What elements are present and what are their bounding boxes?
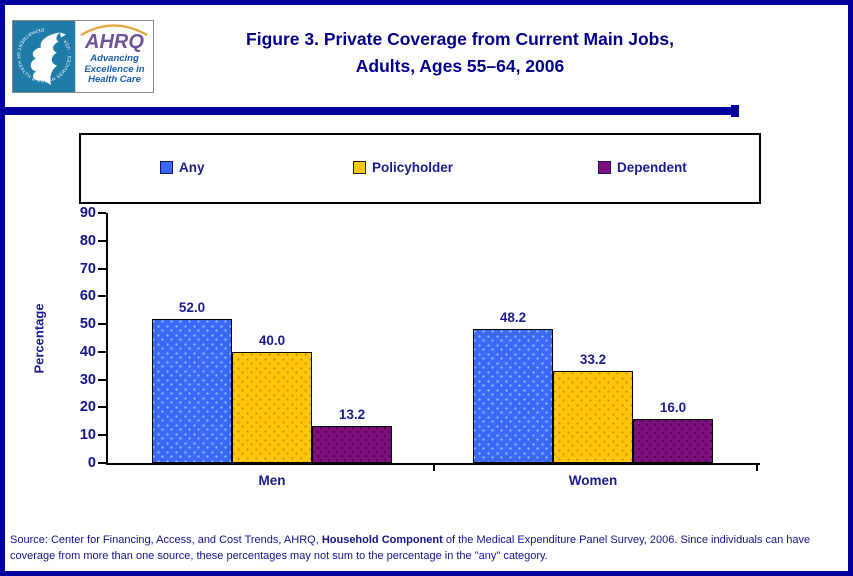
legend-swatch-policyholder <box>353 160 366 174</box>
legend-item-any: Any <box>160 156 205 178</box>
y-axis-title: Percentage <box>24 213 54 463</box>
category-label-men: Men <box>258 473 286 488</box>
y-tick <box>98 295 106 298</box>
y-tick <box>98 406 106 409</box>
ahrq-tagline-line1: Advancing <box>90 53 139 64</box>
category-label-women: Women <box>568 473 618 488</box>
hhs-seal: DEPARTMENT OF HEALTH & HUMAN SERVICES · … <box>13 21 76 92</box>
x-tick <box>433 463 435 471</box>
ahrq-wordmark: AHRQ <box>85 31 144 53</box>
ahrq-tagline-line3: Health Care <box>88 74 141 85</box>
y-tick <box>98 350 106 353</box>
y-tick <box>98 434 106 437</box>
bar-value-label: 40.0 <box>258 333 286 348</box>
source-line1-bold: Household Component <box>321 534 443 546</box>
legend-swatch-any <box>160 160 173 174</box>
y-tick-label: 90 <box>79 205 96 221</box>
legend-label-any: Any <box>179 159 205 175</box>
y-tick <box>98 239 106 242</box>
bar-value-label: 52.0 <box>178 300 206 315</box>
y-axis-title-text: Percentage <box>31 302 47 374</box>
legend-swatch-dependent <box>598 160 611 174</box>
bar-any-women <box>473 329 553 463</box>
source-note: Source: Center for Financing, Access, an… <box>10 533 844 564</box>
legend-item-dependent: Dependent <box>598 156 687 178</box>
y-tick <box>98 462 106 464</box>
y-tick-label: 80 <box>79 232 96 249</box>
y-tick <box>98 378 106 381</box>
bar-policyholder-women <box>553 371 633 463</box>
bar-value-label: 16.0 <box>659 400 687 415</box>
bar-value-label: 48.2 <box>499 310 527 325</box>
bar-any-men <box>152 319 232 463</box>
bar-policyholder-men <box>232 352 312 463</box>
header-divider-end-cap <box>731 105 739 117</box>
y-tick <box>98 323 106 326</box>
figure-title-line1: Figure 3. Private Coverage from Current … <box>246 29 674 49</box>
bar-value-label: 13.2 <box>338 407 366 422</box>
ahrq-tagline: Advancing Excellence in Health Care <box>76 53 153 86</box>
hhs-eagle-icon: DEPARTMENT OF HEALTH & HUMAN SERVICES · … <box>16 27 71 86</box>
bar-dependent-women <box>633 419 713 463</box>
source-line2: coverage from more than one source, thes… <box>10 549 548 562</box>
y-tick-label: 30 <box>79 371 96 388</box>
source-line1-prefix: Source: Center for Financing, Access, an… <box>10 534 322 546</box>
bar-value-label: 33.2 <box>579 352 607 367</box>
ahrq-tagline-line2: Excellence in <box>84 63 145 75</box>
y-tick <box>98 212 106 214</box>
source-line1-suffix: of the Medical Expenditure Panel Survey,… <box>442 534 811 546</box>
figure-title: Figure 3. Private Coverage from Current … <box>160 26 760 80</box>
y-tick-label: 70 <box>79 260 96 277</box>
legend: Any Policyholder Dependent <box>79 133 761 204</box>
header-divider <box>4 107 737 115</box>
y-tick <box>98 267 106 270</box>
legend-item-policyholder: Policyholder <box>353 156 453 178</box>
y-tick-label: 40 <box>79 343 96 360</box>
y-tick-label: 10 <box>79 427 96 444</box>
bar-dependent-men <box>312 426 392 463</box>
y-tick-label: 50 <box>79 316 96 333</box>
hhs-ahrq-logo: DEPARTMENT OF HEALTH & HUMAN SERVICES · … <box>12 20 154 93</box>
plot-area: 52.0 40.0 13.2 Men 48.2 33.2 16.0 Women 0 10 20 30 4… <box>80 205 760 488</box>
ahrq-logo: AHRQ Advancing Excellence in Health Care <box>76 21 153 92</box>
y-tick-label: 60 <box>79 288 96 305</box>
legend-label-dependent: Dependent <box>617 159 687 175</box>
ahrq-arc-icon <box>80 24 148 36</box>
y-tick-label: 20 <box>79 399 96 416</box>
x-tick <box>756 463 758 471</box>
legend-label-policyholder: Policyholder <box>372 159 454 175</box>
source-line1: Source: Center for Financing, Access, an… <box>10 533 844 549</box>
y-tick-label: 0 <box>87 455 96 471</box>
figure-title-line2: Adults, Ages 55–64, 2006 <box>355 56 565 76</box>
